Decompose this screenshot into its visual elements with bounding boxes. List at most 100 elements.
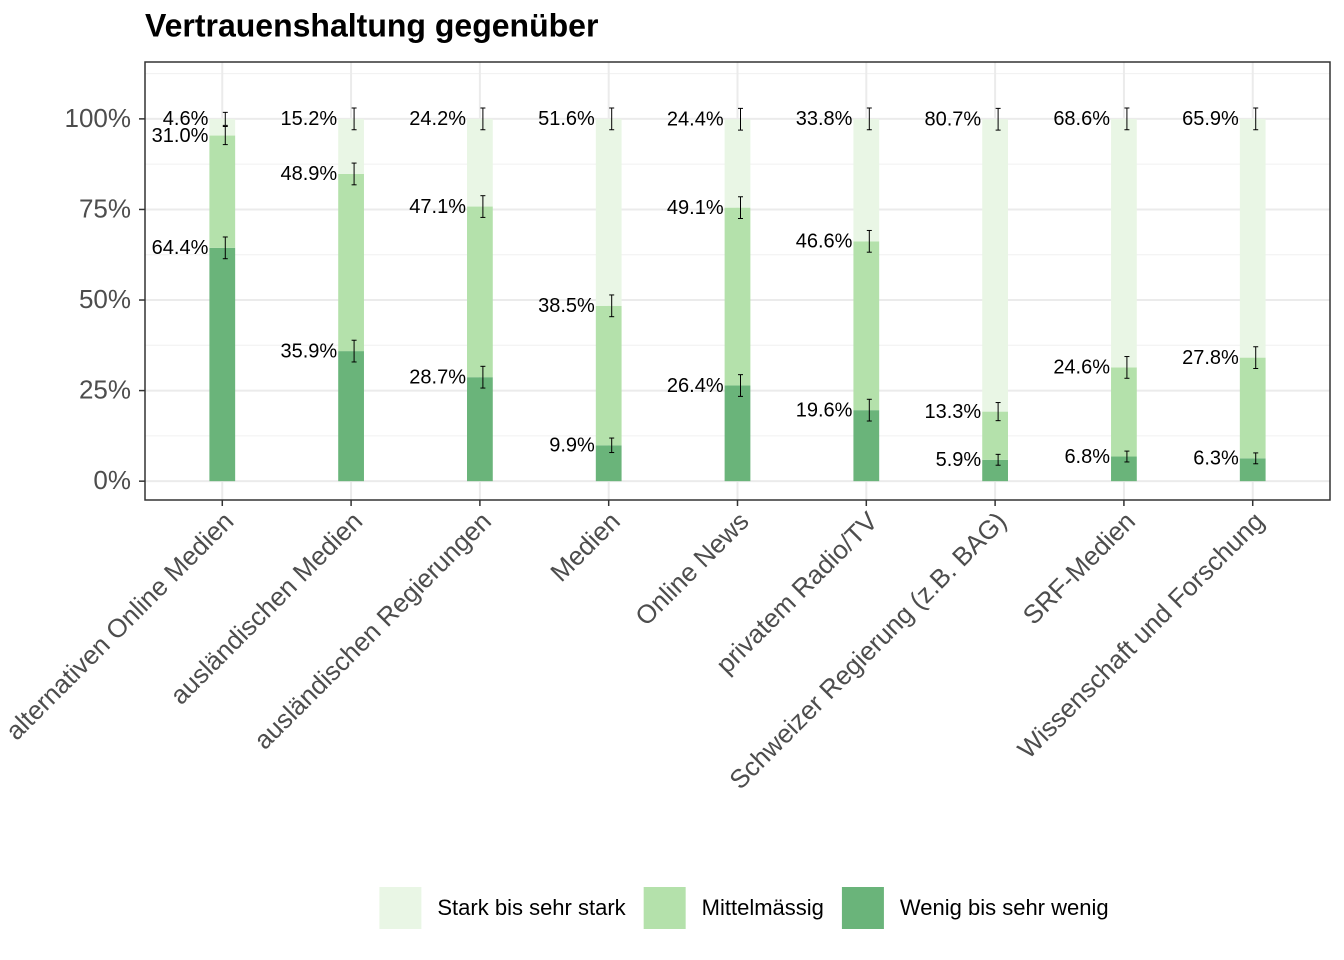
data-label: 19.6% [796, 399, 853, 421]
x-tick-label: SRF-Medien [1017, 506, 1141, 630]
bar-segment [853, 118, 880, 242]
legend-label: Mittelmässig [702, 895, 824, 920]
error-bar [866, 107, 872, 131]
bar-segment [209, 135, 236, 248]
data-label: 49.1% [667, 197, 724, 219]
error-bar [351, 339, 357, 363]
data-label: 31.0% [152, 125, 209, 147]
error-bar [1253, 452, 1259, 465]
data-label: 33.8% [796, 108, 853, 130]
data-label: 35.9% [280, 340, 337, 362]
bar-segment [982, 459, 1008, 482]
error-bar [1253, 107, 1259, 131]
data-label: 48.9% [280, 163, 337, 185]
bar-segment [467, 118, 493, 207]
y-tick-label: 25% [79, 374, 131, 404]
bar-segment [1111, 367, 1137, 457]
y-tick-label: 100% [65, 103, 132, 133]
data-label: 6.8% [1064, 446, 1110, 468]
x-tick-label: Online News [629, 506, 754, 631]
error-bar [609, 107, 615, 131]
x-tick-label: Wissenschaft und Forschung [1012, 506, 1270, 764]
bar-segment [724, 385, 751, 482]
data-label: 6.3% [1193, 448, 1239, 470]
y-tick-label: 0% [93, 465, 131, 495]
error-bar [609, 294, 615, 318]
data-label: 9.9% [549, 435, 595, 457]
x-tick-label: alternativen Online Medien [0, 506, 239, 746]
bar-segment [467, 377, 493, 482]
x-tick-label: Medien [544, 506, 626, 588]
bar-segment [595, 305, 622, 446]
bar-segment [982, 119, 1008, 412]
bar-segment [853, 241, 880, 411]
legend-key [379, 887, 422, 929]
y-tick-label: 75% [79, 193, 131, 223]
data-label: 15.2% [280, 108, 337, 130]
error-bar [222, 236, 228, 260]
error-bar [995, 107, 1001, 131]
bar-segment [209, 118, 236, 136]
error-bar [222, 111, 228, 126]
error-bar [351, 107, 357, 131]
bar-segment [724, 119, 751, 208]
bar-segment [853, 410, 880, 482]
data-label: 24.2% [409, 108, 466, 130]
error-bar [995, 402, 1001, 422]
error-bar [222, 125, 228, 146]
data-label: 64.4% [152, 237, 209, 259]
bar-segment [1111, 118, 1137, 368]
data-label: 47.1% [409, 196, 466, 218]
data-label: 4.6% [163, 108, 209, 130]
error-bar [1124, 107, 1130, 131]
bar-segment [1239, 357, 1266, 459]
data-label: 51.6% [538, 108, 595, 130]
data-label: 38.5% [538, 295, 595, 317]
data-label: 65.9% [1182, 108, 1239, 130]
bar-segment [338, 118, 364, 174]
x-tick-label: Schweizer Regierung (z.B. BAG) [723, 506, 1012, 795]
error-bar [995, 453, 1001, 466]
legend-key [841, 887, 884, 929]
legend-key [643, 887, 686, 929]
data-label: 68.6% [1053, 108, 1110, 130]
error-bar [1124, 356, 1130, 379]
bar-segment [724, 207, 751, 386]
data-label: 26.4% [667, 375, 724, 397]
data-label: 80.7% [925, 109, 982, 131]
bar-segment [982, 411, 1008, 460]
data-label: 46.6% [796, 231, 853, 253]
bar-segment [1111, 456, 1137, 482]
error-bar [1124, 450, 1130, 463]
error-bar [609, 437, 615, 454]
error-bar [1253, 346, 1259, 369]
error-bar [738, 196, 743, 220]
error-bar [866, 229, 872, 253]
error-bar [480, 365, 486, 389]
data-label: 5.9% [936, 449, 982, 471]
error-bar [480, 107, 486, 131]
bar-segment [338, 173, 364, 352]
error-bar [738, 107, 743, 131]
y-tick-label: 50% [79, 284, 131, 314]
bar-segment [209, 247, 236, 482]
chart-title: Vertrauenshaltung gegenüber [145, 7, 598, 43]
error-bar [480, 195, 486, 218]
legend-label: Stark bis sehr stark [437, 895, 626, 920]
bar-segment [467, 206, 493, 378]
bar-segment [595, 118, 622, 306]
bar-segment [1239, 458, 1266, 482]
data-label: 24.6% [1053, 357, 1110, 379]
bar-segment [595, 445, 622, 482]
data-label: 13.3% [925, 401, 982, 423]
error-bar [866, 398, 872, 422]
data-label: 27.8% [1182, 347, 1239, 369]
data-label: 24.4% [667, 109, 724, 131]
x-tick-label: ausländischen Regierungen [248, 506, 497, 755]
bar-segment [338, 351, 364, 482]
error-bar [738, 374, 743, 397]
data-label: 28.7% [409, 366, 466, 388]
error-bar [351, 162, 357, 186]
bar-segment [1239, 118, 1266, 358]
